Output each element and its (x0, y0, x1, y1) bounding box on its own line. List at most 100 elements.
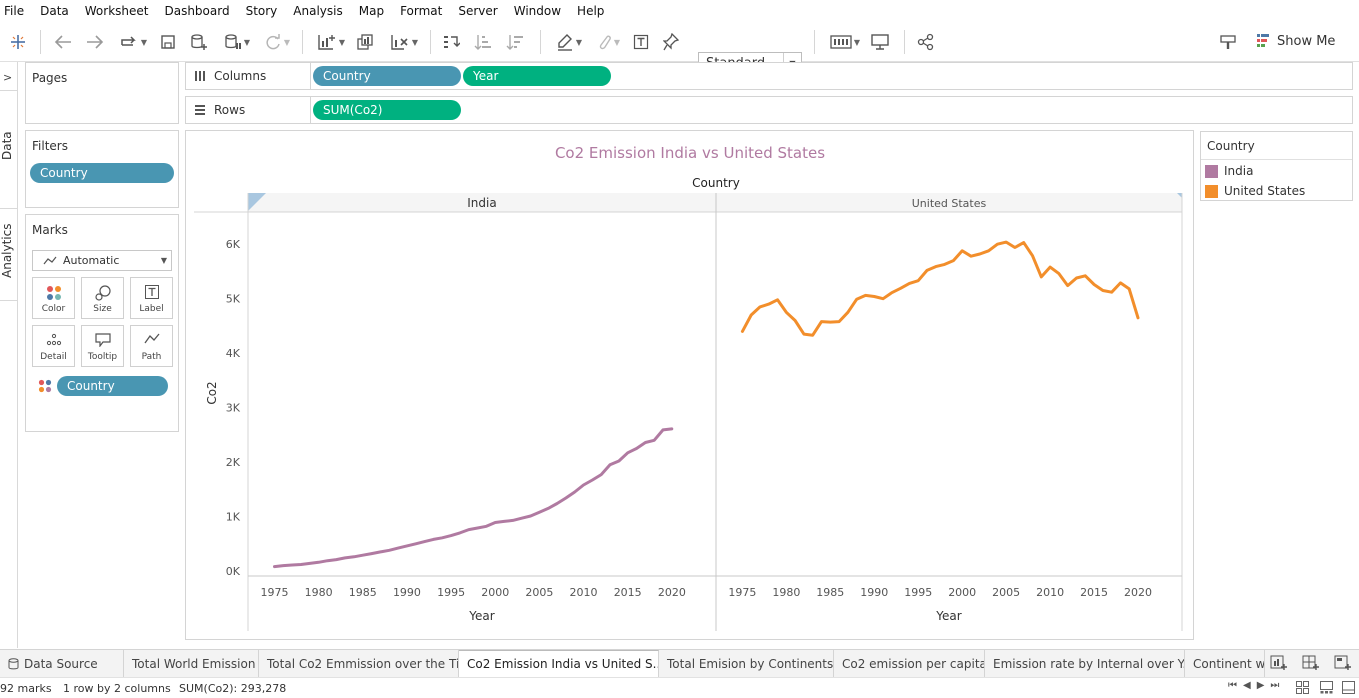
x-tick-label: 1990 (860, 586, 888, 599)
tab-emission-rate-by-internal[interactable]: Emission rate by Internal over Y... (985, 650, 1185, 677)
new-sheet-icon[interactable]: ▼ (312, 30, 350, 54)
new-dashboard-icon[interactable] (1302, 655, 1320, 674)
menu-data[interactable]: Data (40, 4, 69, 18)
detail-label: Detail (40, 352, 67, 362)
rows-label-text: Rows (214, 103, 246, 117)
pages-title: Pages (32, 71, 68, 85)
menu-file[interactable]: File (4, 4, 25, 18)
columns-icon (195, 71, 205, 81)
column-header-title: Country (692, 176, 740, 190)
y-tick-label: 1K (226, 511, 241, 524)
share-icon[interactable] (914, 30, 938, 54)
status-bar: 92 marks 1 row by 2 columns SUM(Co2): 29… (0, 677, 1359, 698)
menu-format[interactable]: Format (400, 4, 443, 18)
duplicate-sheet-icon[interactable] (354, 30, 376, 54)
series-line-india[interactable] (273, 427, 674, 569)
menu-bar: File Data Worksheet Dashboard Story Anal… (0, 0, 1359, 22)
label-mark-button[interactable]: Label (130, 277, 173, 319)
menu-dashboard[interactable]: Dashboard (164, 4, 230, 18)
tab-co2-emission-india-vs-us[interactable]: Co2 Emission India vs United S... (459, 650, 659, 677)
group-members-icon[interactable]: ▼ (590, 30, 626, 54)
legend-swatch-united-states (1205, 184, 1218, 198)
menu-server[interactable]: Server (458, 4, 498, 18)
legend-item-india[interactable]: India (1205, 164, 1253, 178)
color-icon (33, 285, 74, 301)
menu-worksheet[interactable]: Worksheet (84, 4, 149, 18)
series-line-united-states[interactable] (740, 240, 1140, 337)
detail-icon (33, 333, 74, 347)
back-arrow-icon[interactable] (52, 30, 74, 54)
legend-label-united-states: United States (1224, 184, 1306, 198)
menu-window[interactable]: Window (513, 4, 562, 18)
view-filmstrip-icon[interactable] (1320, 681, 1333, 697)
status-sum: SUM(Co2): 293,278 (179, 682, 287, 695)
sort-ascending-icon[interactable] (472, 30, 494, 54)
y-tick-label: 4K (226, 347, 241, 360)
filters-card: Filters Country (25, 130, 179, 208)
rows-shelf: Rows SUM(Co2) (185, 96, 1353, 124)
tooltip-mark-button[interactable]: Tooltip (81, 325, 124, 367)
tab-data-source[interactable]: Data Source (0, 650, 124, 677)
detail-mark-button[interactable]: Detail (32, 325, 75, 367)
marks-pill-country[interactable]: Country (57, 376, 168, 396)
path-mark-button[interactable]: Path (130, 325, 173, 367)
menu-help[interactable]: Help (577, 4, 605, 18)
highlight-icon[interactable]: ▼ (550, 30, 588, 54)
sort-descending-icon[interactable] (504, 30, 526, 54)
presentation-mode-icon[interactable] (868, 30, 892, 54)
rows-pill-sum-co2[interactable]: SUM(Co2) (313, 100, 461, 120)
new-worksheet-icon[interactable] (1270, 655, 1288, 674)
legend-item-united-states[interactable]: United States (1205, 184, 1305, 198)
show-cards-icon[interactable]: ▼ (826, 30, 864, 54)
tableau-logo-icon[interactable] (8, 30, 28, 54)
new-story-icon[interactable] (1334, 655, 1352, 674)
redo-icon[interactable]: ▼ (114, 30, 152, 54)
swap-rows-columns-icon[interactable] (440, 30, 462, 54)
marks-card: Marks Automatic ▼ Color Size Label Detai… (25, 214, 179, 432)
show-mark-labels-icon[interactable] (630, 30, 652, 54)
analytics-tab[interactable]: Analytics (0, 223, 14, 279)
size-mark-button[interactable]: Size (81, 277, 124, 319)
show-me-label: Show Me (1277, 33, 1336, 49)
menu-map[interactable]: Map (358, 4, 385, 18)
menu-story[interactable]: Story (245, 4, 278, 18)
show-me-button[interactable]: Show Me (1256, 31, 1335, 51)
tab-total-world-emission[interactable]: Total World Emission (124, 650, 259, 677)
viz-area: Co2 Emission India vs United States Coun… (185, 130, 1194, 640)
columns-pill-country[interactable]: Country (313, 66, 461, 86)
color-mark-button[interactable]: Color (32, 277, 75, 319)
menu-analysis[interactable]: Analysis (293, 4, 343, 18)
filter-pill-country[interactable]: Country (30, 163, 174, 183)
tab-total-emission-by-continents[interactable]: Total Emision by Continents (659, 650, 834, 677)
x-axis-label-india: Year (468, 609, 494, 623)
pause-updates-icon[interactable]: ▼ (218, 30, 256, 54)
save-icon[interactable] (158, 30, 178, 54)
data-tab[interactable]: Data (0, 131, 14, 160)
forward-arrow-icon[interactable] (84, 30, 106, 54)
new-datasource-icon[interactable] (188, 30, 210, 54)
color-encoding-icon (38, 379, 52, 396)
tab-data-source-label: Data Source (24, 656, 98, 671)
y-axis-label: Co2 (205, 381, 219, 404)
columns-pill-year[interactable]: Year (463, 66, 611, 86)
highlighter-panel-icon[interactable] (1216, 30, 1240, 54)
x-tick-label: 2000 (948, 586, 976, 599)
tab-co2-emission-per-capita[interactable]: Co2 emission per capita (834, 650, 985, 677)
x-tick-label: 1980 (772, 586, 800, 599)
tab-total-co2-emission-over-time[interactable]: Total Co2 Emmission over the Ti... (259, 650, 459, 677)
chart-title: Co2 Emission India vs United States (555, 144, 825, 162)
expand-sidebar-chevron-icon[interactable]: > (3, 71, 13, 84)
view-tabs-icon[interactable] (1342, 681, 1355, 697)
path-icon (131, 333, 172, 345)
refresh-icon[interactable]: ▼ (258, 30, 296, 54)
clear-sheet-icon[interactable]: ▼ (384, 30, 424, 54)
y-tick-label: 3K (226, 402, 241, 415)
x-tick-label: 2005 (525, 586, 553, 599)
tooltip-label: Tooltip (87, 352, 118, 362)
mark-type-select[interactable]: Automatic ▼ (32, 250, 172, 271)
tab-continent-wise[interactable]: Continent wis (1185, 650, 1265, 677)
sheet-navigation-arrows-icon[interactable]: ⏮◀▶⏭ (1228, 680, 1286, 691)
side-tabs: > Data Analytics (0, 62, 18, 648)
pin-axes-icon[interactable] (660, 30, 682, 54)
view-grid-icon[interactable] (1296, 681, 1309, 697)
